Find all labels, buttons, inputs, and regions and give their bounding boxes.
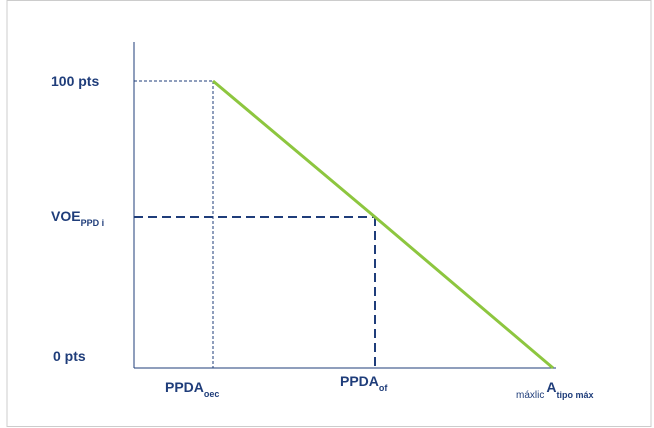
y-tick-label-0: 0 pts <box>53 348 86 364</box>
x-tick-label-of: PPDAof <box>340 373 388 393</box>
y-tick-label-voe: VOEPPD i <box>51 208 104 228</box>
y-tick-label-100: 100 pts <box>51 73 99 89</box>
x-tick-label-oec: PPDAoec <box>165 379 219 399</box>
x-tick-label-max: máxlicAtipo máx <box>516 379 593 401</box>
series-line <box>212 79 554 370</box>
chart-border <box>6 0 652 427</box>
